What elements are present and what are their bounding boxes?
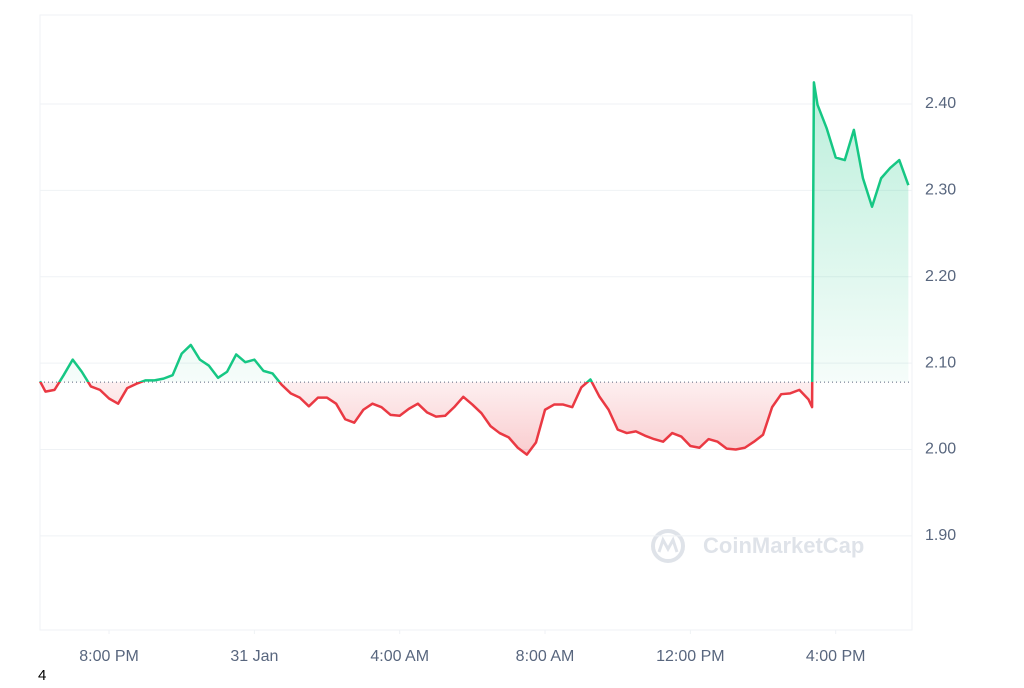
- y-tick-label: 2.10: [925, 354, 956, 371]
- footnote: 4: [38, 667, 46, 683]
- watermark: CoinMarketCap: [651, 529, 864, 563]
- watermark-logo-mark: [657, 536, 679, 553]
- price-line: [38, 81, 910, 456]
- x-tick-label: 4:00 AM: [370, 648, 429, 665]
- x-tick-label: 31 Jan: [230, 648, 278, 665]
- x-tick-label: 4:00 PM: [806, 648, 866, 665]
- x-tick-label: 12:00 PM: [656, 648, 724, 665]
- x-tick-label: 8:00 PM: [79, 648, 139, 665]
- y-tick-label: 2.20: [925, 268, 956, 285]
- y-tick-label: 2.40: [925, 95, 956, 112]
- watermark-text: CoinMarketCap: [703, 533, 864, 558]
- price-area: [40, 82, 909, 455]
- watermark-logo: [651, 529, 685, 563]
- y-tick-label: 2.30: [925, 182, 956, 199]
- x-tick-label: 8:00 AM: [516, 648, 575, 665]
- y-tick-label: 1.90: [925, 527, 956, 544]
- plot-frame: [39, 14, 913, 631]
- y-tick-label: 2.00: [925, 441, 956, 458]
